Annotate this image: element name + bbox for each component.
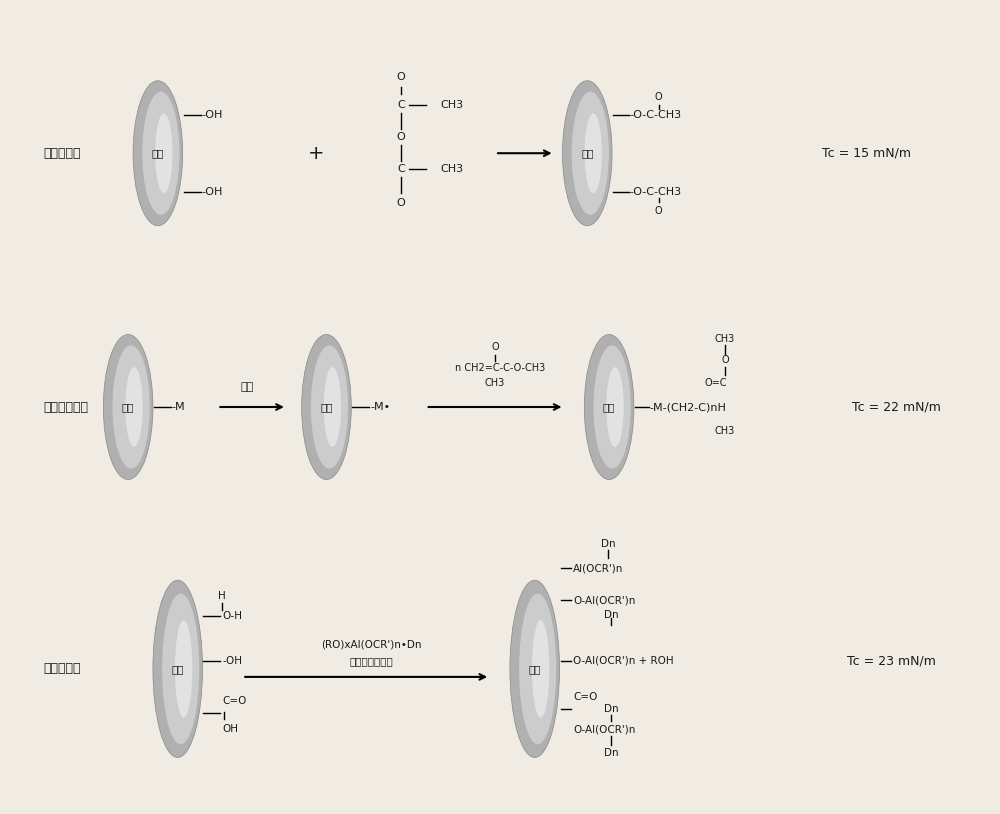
Text: -M: -M [172,402,185,412]
Text: CH3: CH3 [441,164,464,174]
Text: OH: OH [222,724,238,734]
Ellipse shape [153,580,202,758]
Text: C=O: C=O [573,692,598,702]
Text: -M-(CH2-C)nH: -M-(CH2-C)nH [650,402,727,412]
Ellipse shape [593,345,631,469]
Text: 木材: 木材 [603,402,615,412]
Text: O: O [655,92,662,102]
Ellipse shape [532,620,549,718]
Ellipse shape [510,580,560,758]
Ellipse shape [572,92,609,215]
Text: (RO)xAl(OCR')n•Dn: (RO)xAl(OCR')n•Dn [321,640,421,650]
Text: O: O [396,132,405,142]
Text: O: O [396,72,405,81]
Text: O: O [396,198,405,208]
Text: -O-C-CH3: -O-C-CH3 [630,187,682,197]
Text: C: C [397,100,405,110]
Ellipse shape [142,92,179,215]
Text: -OH: -OH [222,656,242,666]
Text: H: H [218,591,226,602]
Text: 引发: 引发 [240,382,254,392]
Ellipse shape [562,81,612,225]
Text: 木材: 木材 [152,148,164,158]
Text: C: C [397,164,405,174]
Text: 丙烯酸酯接枝: 丙烯酸酯接枝 [44,400,89,414]
Text: -OH: -OH [202,187,223,197]
Text: Tc = 23 mN/m: Tc = 23 mN/m [847,654,936,667]
Ellipse shape [125,367,143,447]
Ellipse shape [584,335,634,479]
Ellipse shape [133,81,183,225]
Text: CH3: CH3 [715,427,735,436]
Ellipse shape [585,113,602,193]
Text: -M•: -M• [370,402,390,412]
Ellipse shape [311,345,348,469]
Text: O: O [491,342,499,352]
Text: O=C: O=C [705,378,727,387]
Text: 加热下高速搅拌: 加热下高速搅拌 [349,656,393,666]
Text: CH3: CH3 [485,378,505,387]
Text: 木材: 木材 [528,664,541,674]
Text: C=O: C=O [222,696,247,706]
Text: Tc = 22 mN/m: Tc = 22 mN/m [852,400,941,414]
Ellipse shape [606,367,624,447]
Text: Tc = 15 mN/m: Tc = 15 mN/m [822,147,911,160]
Text: 乙酸酐酯化: 乙酸酐酯化 [44,147,81,160]
Text: O: O [721,355,729,365]
Ellipse shape [162,593,199,744]
Ellipse shape [103,335,153,479]
Text: -OH: -OH [202,110,223,120]
Text: Dn: Dn [601,539,615,549]
Text: +: + [308,144,325,163]
Text: O-Al(OCR')n: O-Al(OCR')n [573,724,636,734]
Text: n CH2=C-C-O-CH3: n CH2=C-C-O-CH3 [455,363,546,374]
Ellipse shape [175,620,192,718]
Text: CH3: CH3 [715,334,735,344]
Ellipse shape [519,593,556,744]
Text: -O-C-CH3: -O-C-CH3 [630,110,682,120]
Ellipse shape [113,345,150,469]
Text: 偶联剂处理: 偶联剂处理 [44,663,81,676]
Text: Dn: Dn [604,704,618,714]
Text: O: O [655,206,662,217]
Ellipse shape [155,113,173,193]
Text: O-Al(OCR')n + ROH: O-Al(OCR')n + ROH [573,656,674,666]
Ellipse shape [324,367,341,447]
Text: Dn: Dn [604,748,618,759]
Text: Dn: Dn [604,610,618,620]
Text: 木材: 木材 [581,148,594,158]
Text: CH3: CH3 [441,100,464,110]
Text: Al(OCR')n: Al(OCR')n [573,563,624,573]
Text: O-H: O-H [222,611,242,621]
Text: 木材: 木材 [171,664,184,674]
Text: 木材: 木材 [320,402,333,412]
Text: 木材: 木材 [122,402,134,412]
Text: O-Al(OCR')n: O-Al(OCR')n [573,595,636,606]
Ellipse shape [302,335,351,479]
